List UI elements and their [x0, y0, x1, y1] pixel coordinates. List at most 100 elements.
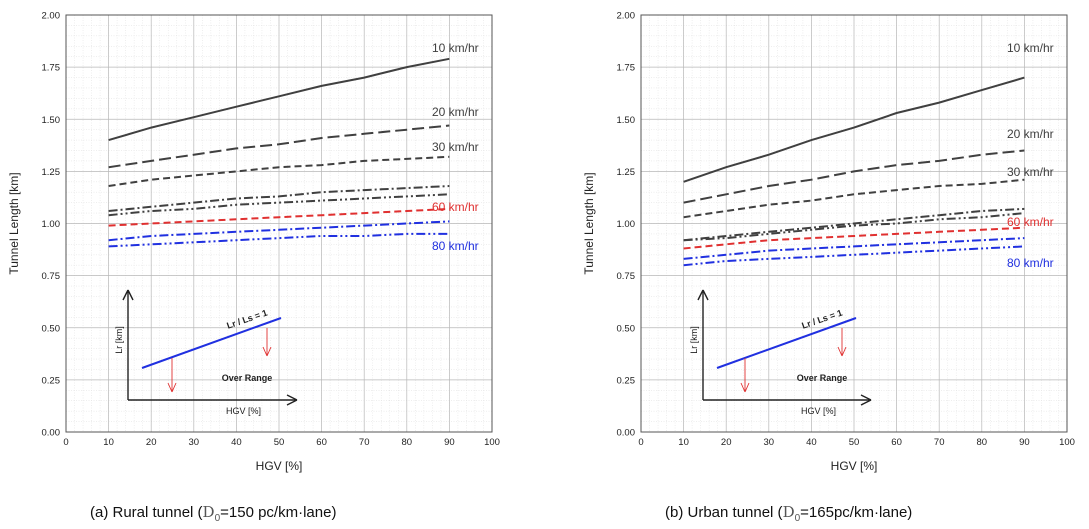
y-tick-label: 1.00 — [42, 219, 61, 230]
y-tick-label: 0.00 — [617, 428, 636, 439]
y-tick-label: 0.75 — [42, 271, 61, 282]
y-tick-label: 1.75 — [617, 63, 636, 74]
x-tick-label: 20 — [721, 437, 732, 448]
x-tick-label: 60 — [316, 437, 327, 448]
y-tick-label: 0.25 — [617, 375, 636, 386]
caption-symbol: D — [783, 503, 795, 521]
chart-panel-b: 0 10 20 30 40 50 60 70 80 90 100 0.00 0.25 0.50 0.75 1.… — [582, 11, 1075, 525]
series-line-7 — [683, 245, 1025, 267]
inset-ratio-line — [716, 317, 857, 369]
series-label: 10 km/hr — [432, 41, 479, 55]
inset-ratio-line — [141, 317, 282, 369]
inset-over-range-label: Over Range — [222, 373, 273, 383]
x-tick-label: 30 — [189, 437, 200, 448]
series-label: 60 km/hr — [432, 200, 479, 214]
series-line-0 — [108, 57, 450, 142]
x-axis-title: HGV [%] — [256, 459, 303, 473]
inset-red-arrowhead-1 — [837, 346, 847, 357]
caption-suffix: =165pc/km·lane) — [800, 504, 912, 521]
inset-x-arrowhead — [860, 394, 872, 406]
x-tick-label: 10 — [678, 437, 689, 448]
series-line-6 — [683, 237, 1025, 260]
y-axis-title: Tunnel Length [km] — [7, 172, 21, 274]
inset-x-label: HGV [%] — [801, 406, 836, 416]
x-tick-label: 90 — [444, 437, 455, 448]
x-tick-label: 70 — [934, 437, 945, 448]
x-tick-label: 80 — [977, 437, 988, 448]
y-tick-label: 1.75 — [42, 63, 61, 74]
inset-over-range-label: Over Range — [797, 373, 848, 383]
plot-frame — [640, 14, 1068, 433]
y-tick-label: 0.25 — [42, 375, 61, 386]
series-label: 60 km/hr — [1007, 215, 1054, 229]
series-label: 30 km/hr — [1007, 165, 1054, 179]
x-tick-label: 0 — [638, 437, 643, 448]
y-tick-label: 1.50 — [42, 115, 61, 126]
y-axis-title: Tunnel Length [km] — [582, 172, 596, 274]
caption-subscript: 0 — [795, 513, 801, 524]
chart-panel-a: 0 10 20 30 40 50 60 70 80 90 100 0.00 0.25 0.50 0.75 1.… — [7, 11, 500, 525]
inset-y-arrowhead — [697, 289, 709, 301]
x-tick-label: 90 — [1019, 437, 1030, 448]
caption-prefix: (b) Urban tunnel ( — [665, 504, 783, 521]
series-line-1 — [683, 149, 1025, 204]
series-label: 20 km/hr — [1007, 127, 1054, 141]
x-tick-label: 20 — [146, 437, 157, 448]
series-line-7 — [108, 232, 450, 248]
series-label: 20 km/hr — [432, 105, 479, 119]
series-label: 80 km/hr — [432, 239, 479, 253]
y-tick-label: 1.00 — [617, 219, 636, 230]
plot-frame — [65, 14, 493, 433]
x-tick-label: 10 — [103, 437, 114, 448]
y-tick-label: 2.00 — [617, 11, 636, 22]
y-tick-label: 1.25 — [617, 167, 636, 178]
x-tick-label: 70 — [359, 437, 370, 448]
caption-symbol: D — [203, 503, 215, 521]
series-line-3 — [683, 207, 1025, 242]
series-line-5 — [683, 226, 1025, 250]
inset-x-arrowhead — [286, 394, 298, 406]
panel-caption: (a) Rural tunnel (D0=150 pc/km·lane) — [90, 503, 336, 524]
y-tick-label: 0.00 — [42, 428, 61, 439]
series-label: 10 km/hr — [1007, 41, 1054, 55]
inset-y-label: Lr [km] — [114, 326, 124, 354]
x-tick-label: 40 — [231, 437, 242, 448]
inset-red-arrowhead-0 — [167, 382, 177, 393]
series-line-0 — [683, 76, 1025, 183]
x-tick-label: 100 — [484, 437, 500, 448]
caption-suffix: =150 pc/km·lane) — [220, 504, 336, 521]
series-line-4 — [683, 212, 1025, 242]
x-axis-title: HGV [%] — [831, 459, 878, 473]
caption-subscript: 0 — [215, 513, 221, 524]
x-tick-label: 100 — [1059, 437, 1075, 448]
x-tick-label: 50 — [274, 437, 285, 448]
inset-y-arrowhead — [122, 289, 134, 301]
x-tick-label: 0 — [63, 437, 68, 448]
x-tick-label: 30 — [764, 437, 775, 448]
series-line-4 — [108, 193, 450, 217]
series-line-6 — [108, 220, 450, 242]
y-tick-label: 0.50 — [42, 323, 61, 334]
y-tick-label: 2.00 — [42, 11, 61, 22]
y-tick-label: 0.75 — [617, 271, 636, 282]
y-tick-label: 1.50 — [617, 115, 636, 126]
y-tick-label: 0.50 — [617, 323, 636, 334]
y-tick-label: 1.25 — [42, 167, 61, 178]
x-tick-label: 40 — [806, 437, 817, 448]
caption-prefix: (a) Rural tunnel ( — [90, 504, 203, 521]
panel-caption: (b) Urban tunnel (D0=165pc/km·lane) — [665, 503, 912, 524]
inset-x-label: HGV [%] — [226, 406, 261, 416]
x-tick-label: 60 — [891, 437, 902, 448]
x-tick-label: 50 — [849, 437, 860, 448]
series-label: 30 km/hr — [432, 140, 479, 154]
inset-y-label: Lr [km] — [689, 326, 699, 354]
series-line-5 — [108, 207, 450, 227]
series-label: 80 km/hr — [1007, 256, 1054, 270]
inset-red-arrowhead-1 — [262, 346, 272, 357]
series-line-1 — [108, 124, 450, 169]
inset-red-arrowhead-0 — [740, 382, 750, 393]
series-line-2 — [108, 155, 450, 187]
series-line-2 — [683, 178, 1025, 219]
x-tick-label: 80 — [402, 437, 413, 448]
